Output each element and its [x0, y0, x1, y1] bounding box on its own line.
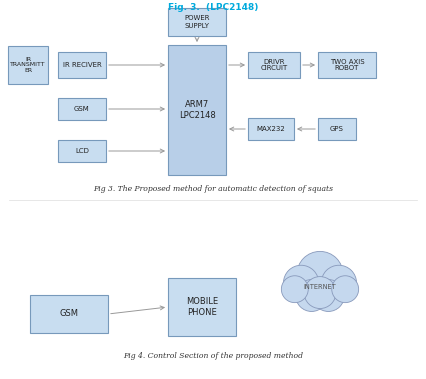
Text: GSM: GSM — [60, 310, 78, 318]
Text: IR RECIVER: IR RECIVER — [63, 62, 101, 68]
FancyBboxPatch shape — [248, 118, 294, 140]
Text: LCD: LCD — [75, 148, 89, 154]
Text: GSM: GSM — [74, 106, 90, 112]
Text: DRIVR
CIRCUIT: DRIVR CIRCUIT — [260, 58, 288, 72]
Text: Fig. 3.  (LPC2148): Fig. 3. (LPC2148) — [168, 3, 258, 12]
FancyBboxPatch shape — [168, 278, 236, 336]
Circle shape — [283, 265, 319, 301]
Text: IR
TRANSMITT
ER: IR TRANSMITT ER — [10, 57, 46, 73]
Circle shape — [312, 280, 344, 312]
FancyBboxPatch shape — [58, 98, 106, 120]
Text: GPS: GPS — [330, 126, 344, 132]
FancyBboxPatch shape — [30, 295, 108, 333]
Text: MOBILE
PHONE: MOBILE PHONE — [186, 297, 218, 317]
Text: Fig 4. Control Section of the proposed method: Fig 4. Control Section of the proposed m… — [123, 352, 303, 360]
Text: POWER
SUPPLY: POWER SUPPLY — [184, 16, 210, 28]
Text: ARM7
LPC2148: ARM7 LPC2148 — [178, 100, 216, 120]
Circle shape — [296, 280, 328, 312]
FancyBboxPatch shape — [58, 140, 106, 162]
Text: TWO AXIS
ROBOT: TWO AXIS ROBOT — [330, 58, 364, 72]
Circle shape — [304, 277, 336, 309]
Text: MAX232: MAX232 — [256, 126, 285, 132]
Text: Fig 3. The Proposed method for automatic detection of squats: Fig 3. The Proposed method for automatic… — [93, 185, 333, 193]
Circle shape — [332, 276, 359, 303]
FancyBboxPatch shape — [248, 52, 300, 78]
Circle shape — [321, 265, 357, 301]
FancyBboxPatch shape — [168, 45, 226, 175]
FancyBboxPatch shape — [318, 52, 376, 78]
FancyBboxPatch shape — [318, 118, 356, 140]
FancyBboxPatch shape — [168, 8, 226, 36]
FancyBboxPatch shape — [58, 52, 106, 78]
Circle shape — [281, 276, 308, 303]
Text: INTERNET: INTERNET — [304, 284, 337, 290]
FancyBboxPatch shape — [8, 46, 48, 84]
Circle shape — [297, 251, 343, 298]
